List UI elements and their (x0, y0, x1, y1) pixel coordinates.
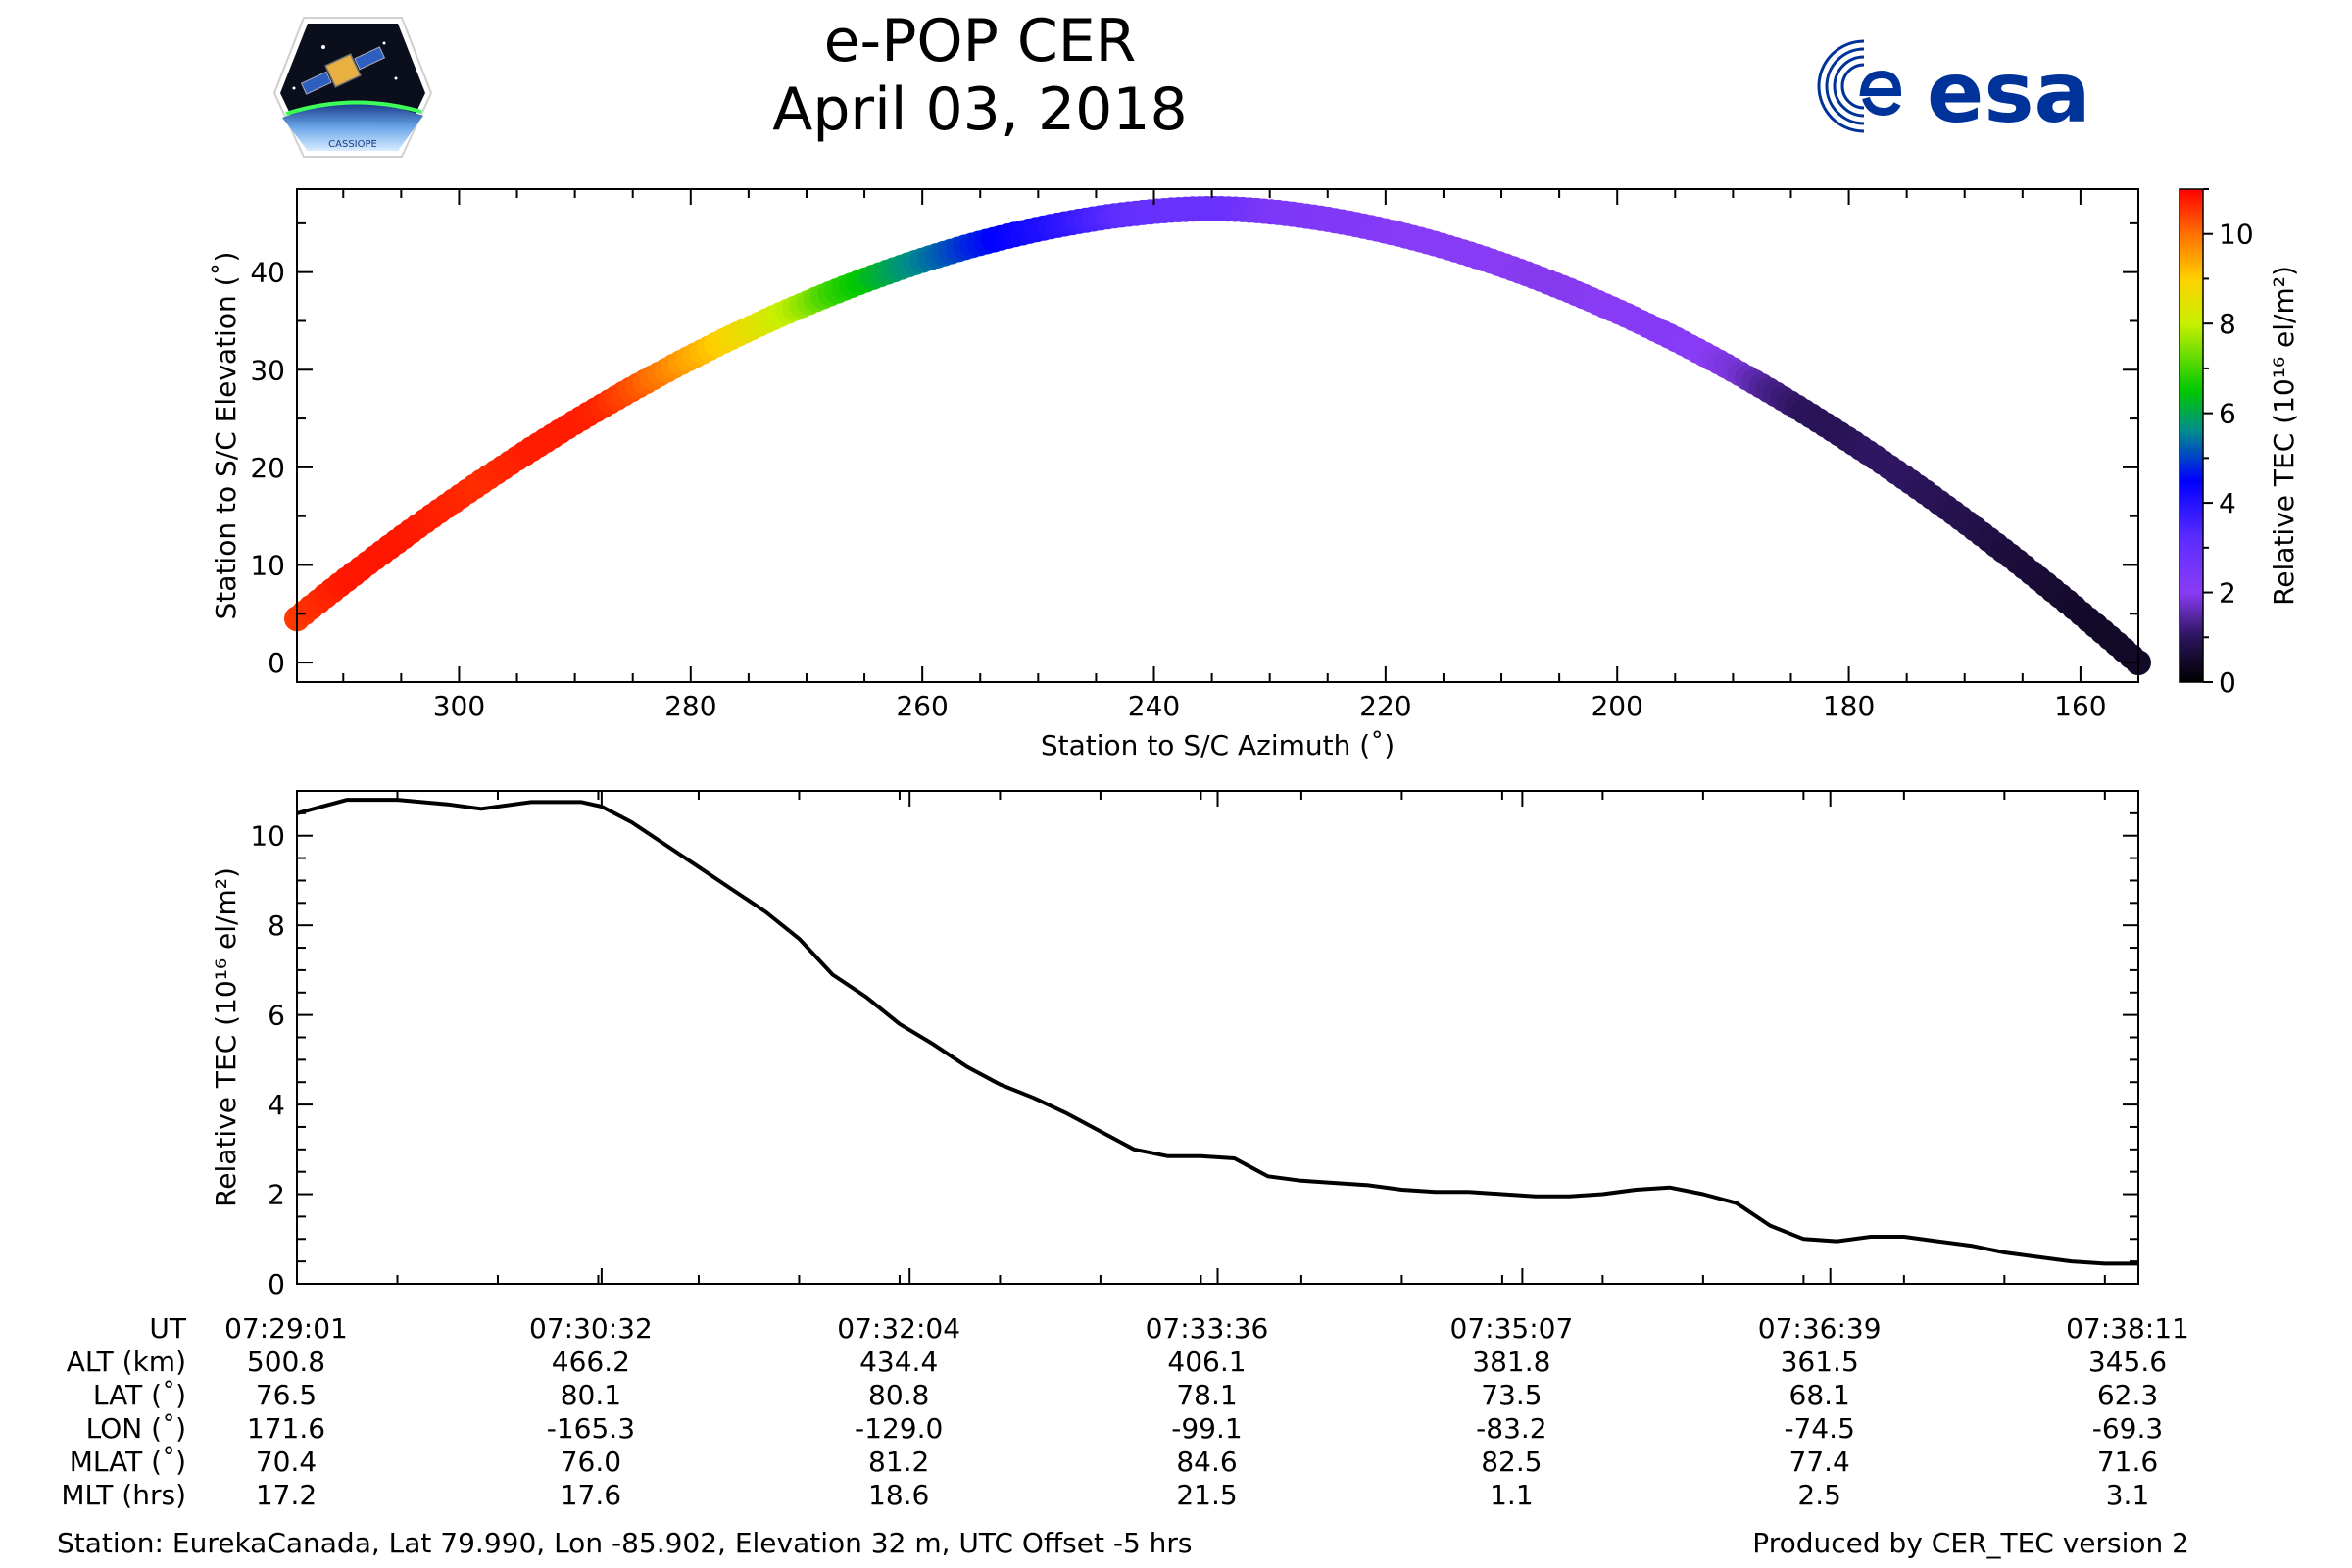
table-cell: 07:36:39 (1758, 1312, 1882, 1345)
table-cell: 361.5 (1781, 1346, 1859, 1378)
elevation-arc (284, 195, 2151, 676)
table-cell: 07:33:36 (1146, 1312, 1269, 1345)
footer-station-info: Station: EurekaCanada, Lat 79.990, Lon -… (57, 1527, 1193, 1559)
table-cell: 76.0 (561, 1446, 621, 1478)
table-cell: 21.5 (1176, 1479, 1237, 1511)
table-cell: 62.3 (2097, 1379, 2158, 1411)
table-cell: 73.5 (1481, 1379, 1542, 1411)
table-cell: 381.8 (1472, 1346, 1550, 1378)
colorbar-label: Relative TEC (10¹⁶ el/m²) (2268, 266, 2300, 606)
table-cell: 18.6 (868, 1479, 929, 1511)
x-tick-label: 260 (896, 690, 948, 722)
colorbar: 0 2 4 6 8 10 Relative TEC (10¹⁶ el/m²) (2179, 188, 2300, 699)
table-cell: -129.0 (855, 1412, 943, 1445)
table-cell: -83.2 (1476, 1412, 1546, 1445)
y-tick-label: 0 (268, 1268, 285, 1300)
table-row-label: LON (˚) (86, 1412, 186, 1445)
table-cell: 71.6 (2097, 1446, 2158, 1478)
table-cell: 07:35:07 (1450, 1312, 1574, 1345)
x-tick-label: 200 (1591, 690, 1642, 722)
table-cell: 17.2 (256, 1479, 317, 1511)
table-cell: 07:38:11 (2066, 1312, 2189, 1345)
x-tick-label: 240 (1128, 690, 1180, 722)
esa-logo-text: esa (1927, 44, 2091, 142)
y-tick-label: 0 (268, 647, 285, 679)
table-cell: 1.1 (1490, 1479, 1534, 1511)
table-cell: 80.8 (868, 1379, 929, 1411)
y-tick-label: 10 (250, 820, 285, 853)
x-tick-label: 180 (1823, 690, 1875, 722)
colorbar-tick-label: 6 (2219, 398, 2236, 430)
table-cell: -99.1 (1171, 1412, 1242, 1445)
table-cell: -69.3 (2092, 1412, 2163, 1445)
table-cell: 68.1 (1789, 1379, 1850, 1411)
elevation-plot: 300 280 260 240 220 200 180 160010203040Station… (210, 188, 2151, 761)
y-tick-label: 40 (250, 257, 285, 289)
y-axis-label: Station to S/C Elevation (˚) (210, 252, 242, 620)
table-cell: 80.1 (561, 1379, 621, 1411)
table-row-label: MLT (hrs) (61, 1479, 186, 1511)
colorbar-tick-label: 10 (2219, 219, 2254, 251)
y-axis-label: Relative TEC (10¹⁶ el/m²) (210, 867, 242, 1207)
table-row-label: LAT (˚) (93, 1379, 186, 1411)
x-tick-label: 160 (2054, 690, 2106, 722)
x-tick-label: 280 (664, 690, 716, 722)
table-cell: 07:32:04 (837, 1312, 960, 1345)
colorbar-tick-label: 4 (2219, 487, 2236, 519)
y-tick-label: 8 (268, 909, 285, 942)
y-tick-label: 4 (268, 1089, 285, 1121)
colorbar-tick-label: 2 (2219, 577, 2236, 610)
y-tick-label: 6 (268, 1000, 285, 1032)
esa-logo: esa (1817, 39, 2091, 142)
table-cell: 07:30:32 (529, 1312, 653, 1345)
table-cell: 466.2 (552, 1346, 630, 1378)
elevation-plot-frame (296, 188, 2139, 683)
table-cell: 2.5 (1797, 1479, 1841, 1511)
table-cell: 84.6 (1176, 1446, 1237, 1478)
table-cell: 406.1 (1167, 1346, 1246, 1378)
table-cell: 81.2 (868, 1446, 929, 1478)
table-cell: 07:29:01 (224, 1312, 348, 1345)
table-cell: 171.6 (247, 1412, 325, 1445)
x-tick-label: 300 (433, 690, 485, 722)
table-cell: 17.6 (561, 1479, 621, 1511)
table-row-label: UT (149, 1312, 186, 1345)
footer-produced-by: Produced by CER_TEC version 2 (1752, 1527, 2189, 1559)
tec-series-line (296, 798, 2138, 1266)
table-cell: 345.6 (2088, 1346, 2167, 1378)
table-cell: 3.1 (2106, 1479, 2150, 1511)
x-tick-label: 220 (1359, 690, 1411, 722)
figure-date: April 03, 2018 (772, 75, 1188, 144)
table-cell: 500.8 (247, 1346, 325, 1378)
table-cell: 76.5 (256, 1379, 317, 1411)
table-cell: 82.5 (1481, 1446, 1542, 1478)
figure-title: e-POP CER (823, 7, 1137, 75)
cassiope-logo-text: CASSIOPE (328, 139, 377, 150)
colorbar-tick-label: 0 (2219, 666, 2236, 699)
table-cell: 78.1 (1176, 1379, 1237, 1411)
table-row-label: ALT (km) (67, 1346, 186, 1378)
cassiope-logo: CASSIOPE (272, 17, 433, 158)
table-cell: 434.4 (859, 1346, 938, 1378)
table-cell: 77.4 (1789, 1446, 1850, 1478)
y-tick-label: 2 (268, 1179, 285, 1211)
y-tick-label: 30 (250, 354, 285, 386)
table-cell: -165.3 (547, 1412, 635, 1445)
x-axis-label: Station to S/C Azimuth (˚) (1041, 729, 1395, 761)
y-tick-label: 20 (250, 452, 285, 484)
table-row-label: MLAT (˚) (70, 1446, 186, 1478)
colorbar-gradient (2179, 188, 2204, 683)
table-cell: -74.5 (1784, 1412, 1854, 1445)
y-tick-label: 10 (250, 549, 285, 581)
colorbar-tick-label: 8 (2219, 308, 2236, 340)
tec-plot-frame (296, 790, 2139, 1285)
table-cell: 70.4 (256, 1446, 317, 1478)
